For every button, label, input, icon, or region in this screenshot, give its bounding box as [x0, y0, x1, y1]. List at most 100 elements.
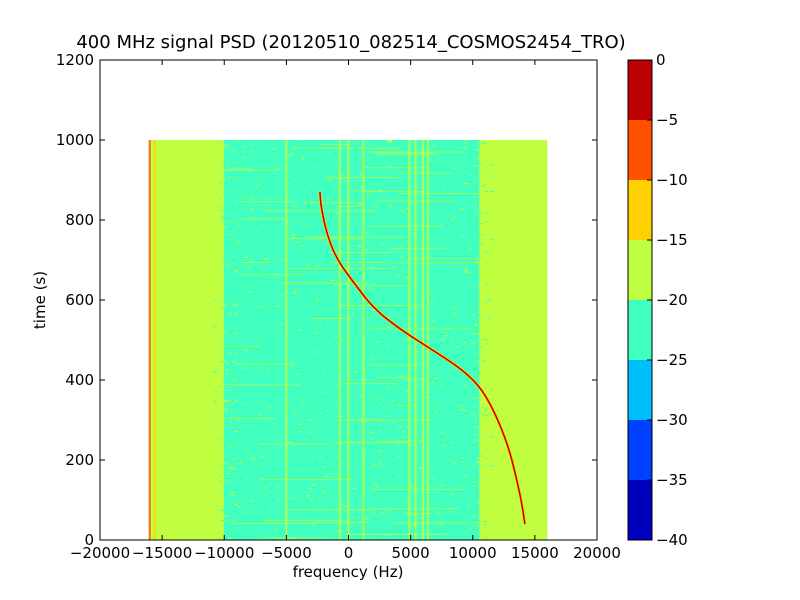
heatmap-speckle: [473, 165, 478, 166]
heatmap-speckle: [218, 303, 222, 305]
heatmap-speckle: [235, 504, 238, 506]
heatmap-speckle: [250, 208, 254, 210]
heatmap-speckle: [248, 471, 251, 473]
heatmap-speckle: [234, 263, 237, 264]
heatmap-speckle: [425, 474, 427, 476]
heatmap-speckle: [227, 281, 229, 283]
heatmap-speckle: [268, 518, 270, 520]
heatmap-speckle: [477, 390, 479, 392]
heatmap-speckle: [225, 171, 227, 172]
heatmap-speckle: [213, 522, 218, 524]
heatmap-speckle: [229, 446, 232, 447]
heatmap-speckle: [218, 521, 222, 523]
x-tick-label: 15000: [511, 544, 559, 562]
heatmap-speckle: [232, 520, 236, 522]
heatmap-speckle: [289, 497, 292, 499]
heatmap-speckle: [226, 379, 230, 380]
heatmap-speckle: [225, 355, 227, 357]
heatmap-speckle: [228, 403, 230, 405]
heatmap-speckle: [370, 432, 375, 434]
heatmap-speckle: [292, 237, 296, 238]
heatmap-speckle: [283, 260, 287, 262]
heatmap-speckle: [299, 423, 303, 425]
heatmap-speckle: [358, 204, 362, 206]
heatmap-speckle: [230, 403, 235, 405]
heatmap-speckle: [244, 256, 248, 258]
heatmap-speckle: [250, 261, 254, 263]
heatmap-speckle: [316, 300, 319, 302]
heatmap-speckle: [485, 166, 488, 168]
heatmap-speckle: [266, 369, 270, 371]
heatmap-speckle: [459, 235, 463, 237]
heatmap-speckle: [235, 140, 240, 142]
heatmap-streak: [280, 282, 368, 284]
heatmap-speckle: [225, 461, 228, 463]
heatmap-speckle: [248, 291, 253, 293]
heatmap-speckle: [489, 436, 493, 438]
heatmap-speckle: [217, 205, 221, 207]
heatmap-speckle: [477, 158, 480, 160]
spectral-line: [347, 140, 350, 540]
heatmap-speckle: [235, 207, 237, 209]
heatmap-speckle: [215, 401, 217, 403]
heatmap-speckle: [474, 259, 477, 261]
heatmap-speckle: [449, 511, 451, 512]
heatmap-speckle: [482, 502, 486, 504]
heatmap-speckle: [353, 389, 357, 391]
heatmap-speckle: [238, 506, 242, 508]
heatmap-speckle: [223, 279, 226, 281]
heatmap-streak: [345, 533, 446, 535]
heatmap-streak: [310, 318, 351, 319]
heatmap-speckle: [474, 458, 478, 460]
heatmap-speckle: [245, 452, 248, 454]
heatmap-speckle: [452, 167, 457, 169]
heatmap-speckle: [302, 158, 305, 160]
heatmap-speckle: [327, 152, 330, 154]
heatmap-speckle: [272, 330, 275, 332]
doppler-track: [319, 191, 526, 525]
heatmap-speckle: [244, 197, 247, 199]
heatmap-speckle: [227, 301, 232, 303]
heatmap-speckle: [245, 478, 248, 480]
heatmap-speckle: [349, 300, 351, 302]
heatmap-speckle: [232, 380, 235, 381]
heatmap-speckle: [437, 407, 440, 409]
heatmap-speckle: [369, 437, 373, 439]
heatmap-speckle: [475, 293, 478, 295]
heatmap-speckle: [316, 469, 318, 471]
heatmap-speckle: [219, 474, 221, 476]
heatmap-speckle: [471, 251, 475, 253]
heatmap-speckle: [222, 299, 225, 301]
heatmap-speckle: [483, 300, 486, 302]
heatmap-speckle: [225, 369, 229, 371]
heatmap-speckle: [450, 442, 454, 444]
heatmap-speckle: [477, 360, 482, 362]
heatmap-speckle: [403, 375, 407, 377]
heatmap-speckle: [222, 219, 225, 221]
heatmap-speckle: [323, 489, 326, 491]
heatmap-speckle: [256, 538, 260, 540]
heatmap-speckle: [379, 463, 383, 465]
heatmap-streak: [287, 238, 364, 240]
heatmap-speckle: [287, 155, 292, 157]
heatmap-speckle: [335, 401, 338, 403]
heatmap-speckle: [296, 373, 300, 375]
heatmap-speckle: [408, 444, 413, 446]
heatmap-speckle: [353, 371, 358, 373]
heatmap-speckle: [239, 462, 243, 464]
heatmap-speckle: [452, 462, 457, 464]
heatmap-speckle: [450, 493, 454, 495]
heatmap-speckle: [481, 514, 484, 515]
heatmap-speckle: [231, 149, 236, 151]
heatmap-speckle: [354, 245, 359, 247]
heatmap-speckle: [219, 183, 222, 185]
heatmap-speckle: [425, 396, 427, 398]
heatmap-speckle: [235, 418, 239, 420]
heatmap-speckle: [307, 419, 312, 421]
heatmap-speckle: [473, 434, 475, 436]
heatmap-speckle: [272, 382, 275, 383]
heatmap-speckle: [228, 537, 231, 539]
heatmap-speckle: [463, 465, 466, 467]
heatmap-speckle: [291, 366, 294, 368]
heatmap-speckle: [477, 537, 480, 539]
